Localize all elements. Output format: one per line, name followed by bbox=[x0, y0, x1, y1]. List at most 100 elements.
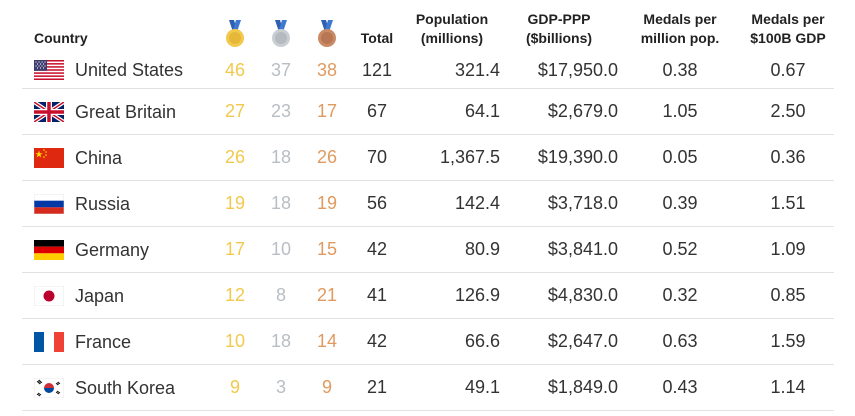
country-cell: Great Britain bbox=[22, 88, 212, 135]
country-cell: France bbox=[22, 318, 212, 365]
medals-per-gdp-value: 1.14 bbox=[742, 364, 834, 411]
silver-count: 23 bbox=[258, 88, 304, 135]
total-count: 121 bbox=[350, 52, 404, 89]
table-row: France 10 18 14 42 66.6 $2,647.0 0.63 1.… bbox=[22, 318, 834, 365]
gdp-value: $17,950.0 bbox=[500, 52, 618, 89]
gold-count: 46 bbox=[212, 52, 258, 89]
fr-flag-icon bbox=[34, 331, 64, 352]
cn-flag-icon bbox=[34, 147, 64, 168]
gb-flag-icon bbox=[34, 101, 64, 122]
silver-count: 18 bbox=[258, 318, 304, 365]
medals-per-pop-value: 0.38 bbox=[618, 52, 742, 89]
total-count: 56 bbox=[350, 180, 404, 227]
kr-flag-icon bbox=[34, 377, 64, 398]
gold-count: 26 bbox=[212, 134, 258, 181]
medals-per-pop-value: 0.43 bbox=[618, 364, 742, 411]
country-name: South Korea bbox=[75, 377, 176, 398]
header-gold bbox=[212, 0, 258, 52]
medals-per-gdp-value: 0.67 bbox=[742, 52, 834, 89]
header-population-line1: Population bbox=[415, 11, 489, 27]
table-row: South Korea 9 3 9 21 49.1 $1,849.0 0.43 … bbox=[22, 364, 834, 411]
header-gdp: GDP-PPP ($billions) bbox=[500, 0, 618, 52]
ru-flag-icon bbox=[34, 193, 64, 214]
country-name: Great Britain bbox=[75, 101, 177, 122]
medals-per-gdp-value: 0.36 bbox=[742, 134, 834, 181]
population-value: 321.4 bbox=[404, 52, 500, 89]
table-header-row: Country bbox=[22, 0, 834, 52]
table-row: Great Britain 27 23 17 67 64.1 $2,679.0 … bbox=[22, 88, 834, 135]
gdp-value: $1,849.0 bbox=[500, 364, 618, 411]
bronze-count: 38 bbox=[304, 52, 350, 89]
medals-per-gdp-value: 2.50 bbox=[742, 88, 834, 135]
header-medals-per-gdp: Medals per $100B GDP bbox=[742, 0, 834, 52]
population-value: 142.4 bbox=[404, 180, 500, 227]
header-medals-per-pop: Medals per million pop. bbox=[618, 0, 742, 52]
medals-per-pop-value: 1.05 bbox=[618, 88, 742, 135]
gdp-value: $2,679.0 bbox=[500, 88, 618, 135]
header-total: Total bbox=[360, 30, 394, 46]
medals-per-gdp-value: 1.59 bbox=[742, 318, 834, 365]
total-count: 21 bbox=[350, 364, 404, 411]
total-count: 41 bbox=[350, 272, 404, 319]
population-value: 126.9 bbox=[404, 272, 500, 319]
medals-per-pop-value: 0.05 bbox=[618, 134, 742, 181]
total-count: 42 bbox=[350, 226, 404, 273]
medal-table: Country bbox=[22, 0, 834, 411]
gdp-value: $19,390.0 bbox=[500, 134, 618, 181]
country-name: Japan bbox=[75, 285, 125, 306]
silver-count: 3 bbox=[258, 364, 304, 411]
medals-per-pop-value: 0.32 bbox=[618, 272, 742, 319]
header-medals-per-pop-line2: million pop. bbox=[640, 30, 720, 46]
medals-per-pop-value: 0.52 bbox=[618, 226, 742, 273]
country-cell: Japan bbox=[22, 272, 212, 319]
header-gdp-line2: ($billions) bbox=[525, 30, 593, 46]
header-medals-per-pop-line1: Medals per bbox=[643, 11, 717, 27]
population-value: 49.1 bbox=[404, 364, 500, 411]
gdp-value: $4,830.0 bbox=[500, 272, 618, 319]
medals-per-gdp-value: 0.85 bbox=[742, 272, 834, 319]
country-name: Germany bbox=[75, 239, 150, 260]
de-flag-icon bbox=[34, 239, 64, 260]
bronze-count: 9 bbox=[304, 364, 350, 411]
gold-count: 19 bbox=[212, 180, 258, 227]
population-value: 1,367.5 bbox=[404, 134, 500, 181]
table-row: Russia 19 18 19 56 142.4 $3,718.0 0.39 1… bbox=[22, 180, 834, 227]
bronze-count: 14 bbox=[304, 318, 350, 365]
table-row: Japan 12 8 21 41 126.9 $4,830.0 0.32 0.8… bbox=[22, 272, 834, 319]
medals-per-gdp-value: 1.51 bbox=[742, 180, 834, 227]
silver-count: 18 bbox=[258, 134, 304, 181]
country-name: United States bbox=[75, 59, 184, 80]
jp-flag-icon bbox=[34, 285, 64, 306]
population-value: 80.9 bbox=[404, 226, 500, 273]
gold-count: 27 bbox=[212, 88, 258, 135]
silver-medal-icon bbox=[272, 20, 290, 47]
gold-count: 10 bbox=[212, 318, 258, 365]
total-count: 67 bbox=[350, 88, 404, 135]
country-cell: Russia bbox=[22, 180, 212, 227]
bronze-medal-icon bbox=[318, 20, 336, 47]
gold-count: 9 bbox=[212, 364, 258, 411]
country-cell: Germany bbox=[22, 226, 212, 273]
silver-count: 18 bbox=[258, 180, 304, 227]
bronze-count: 15 bbox=[304, 226, 350, 273]
total-count: 42 bbox=[350, 318, 404, 365]
bronze-count: 19 bbox=[304, 180, 350, 227]
table-row: China 26 18 26 70 1,367.5 $19,390.0 0.05… bbox=[22, 134, 834, 181]
medals-per-pop-value: 0.63 bbox=[618, 318, 742, 365]
header-population-line2: (millions) bbox=[420, 30, 484, 46]
silver-count: 8 bbox=[258, 272, 304, 319]
country-name: Russia bbox=[75, 193, 131, 214]
gdp-value: $2,647.0 bbox=[500, 318, 618, 365]
bronze-count: 21 bbox=[304, 272, 350, 319]
country-cell: China bbox=[22, 134, 212, 181]
table-row: United States 46 37 38 121 321.4 $17,950… bbox=[22, 52, 834, 89]
header-country: Country bbox=[34, 30, 88, 46]
header-gdp-line1: GDP-PPP bbox=[527, 11, 591, 27]
silver-count: 37 bbox=[258, 52, 304, 89]
gold-count: 17 bbox=[212, 226, 258, 273]
header-bronze bbox=[304, 0, 350, 52]
gold-medal-icon bbox=[226, 20, 244, 47]
country-cell: South Korea bbox=[22, 364, 212, 411]
country-name: France bbox=[75, 331, 132, 352]
